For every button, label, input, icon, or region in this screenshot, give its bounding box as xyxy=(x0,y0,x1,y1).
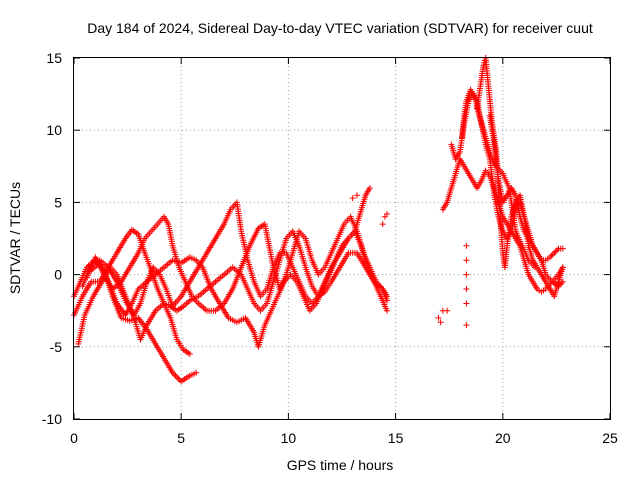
data-markers xyxy=(71,55,566,385)
x-tick-label: 15 xyxy=(388,430,404,446)
x-axis-label: GPS time / hours xyxy=(287,457,394,473)
y-tick-label: 0 xyxy=(54,267,62,283)
data-point xyxy=(532,264,538,271)
data-point xyxy=(444,307,451,314)
series-satellite-track-5 xyxy=(83,213,390,314)
data-point xyxy=(379,221,386,228)
data-point xyxy=(463,242,470,249)
series-satellite-track-2 xyxy=(71,226,193,357)
plot-frame xyxy=(73,57,611,420)
data-point xyxy=(548,252,555,259)
data-point xyxy=(354,192,360,199)
data-point xyxy=(186,351,193,357)
data-point xyxy=(172,372,179,379)
series-satellite-track-7 xyxy=(349,192,390,228)
data-point xyxy=(554,247,561,254)
data-point xyxy=(551,249,558,256)
data-point xyxy=(193,369,200,376)
x-tick-label: 10 xyxy=(281,430,297,446)
data-point xyxy=(384,307,390,314)
x-tick-label: 5 xyxy=(177,430,185,446)
gridlines xyxy=(74,58,610,419)
data-point xyxy=(463,257,470,264)
y-tick-label: 10 xyxy=(46,122,62,138)
data-point xyxy=(349,195,356,202)
y-tick-label: 5 xyxy=(54,194,62,210)
data-point xyxy=(549,251,556,258)
data-point xyxy=(463,322,470,329)
data-point xyxy=(463,286,470,292)
x-tick-label: 25 xyxy=(602,430,618,446)
series-satellite-track-11 xyxy=(474,55,566,300)
x-tick-label: 0 xyxy=(70,430,78,446)
chart-title: Day 184 of 2024, Sidereal Day-to-day VTE… xyxy=(87,20,593,36)
y-axis-label: SDTVAR / TECUs xyxy=(7,182,23,294)
y-tick-label: -5 xyxy=(50,339,63,355)
data-point xyxy=(437,319,444,326)
series-satellite-track-8 xyxy=(435,307,451,326)
x-tick-label: 20 xyxy=(495,430,511,446)
data-point xyxy=(435,314,442,321)
y-tick-label: 15 xyxy=(46,50,62,66)
data-point xyxy=(559,264,566,271)
data-point xyxy=(384,211,390,217)
data-point xyxy=(173,374,180,381)
data-point xyxy=(384,297,390,304)
data-point xyxy=(463,300,470,307)
series-satellite-track-13 xyxy=(463,242,470,329)
data-point xyxy=(463,271,470,278)
data-point xyxy=(552,248,559,255)
data-point xyxy=(559,245,566,252)
y-tick-label: -10 xyxy=(42,411,62,427)
data-point xyxy=(366,185,373,191)
series-satellite-track-6 xyxy=(88,185,373,350)
series-satellite-track-12 xyxy=(486,112,566,264)
series-satellite-track-14 xyxy=(459,86,538,271)
